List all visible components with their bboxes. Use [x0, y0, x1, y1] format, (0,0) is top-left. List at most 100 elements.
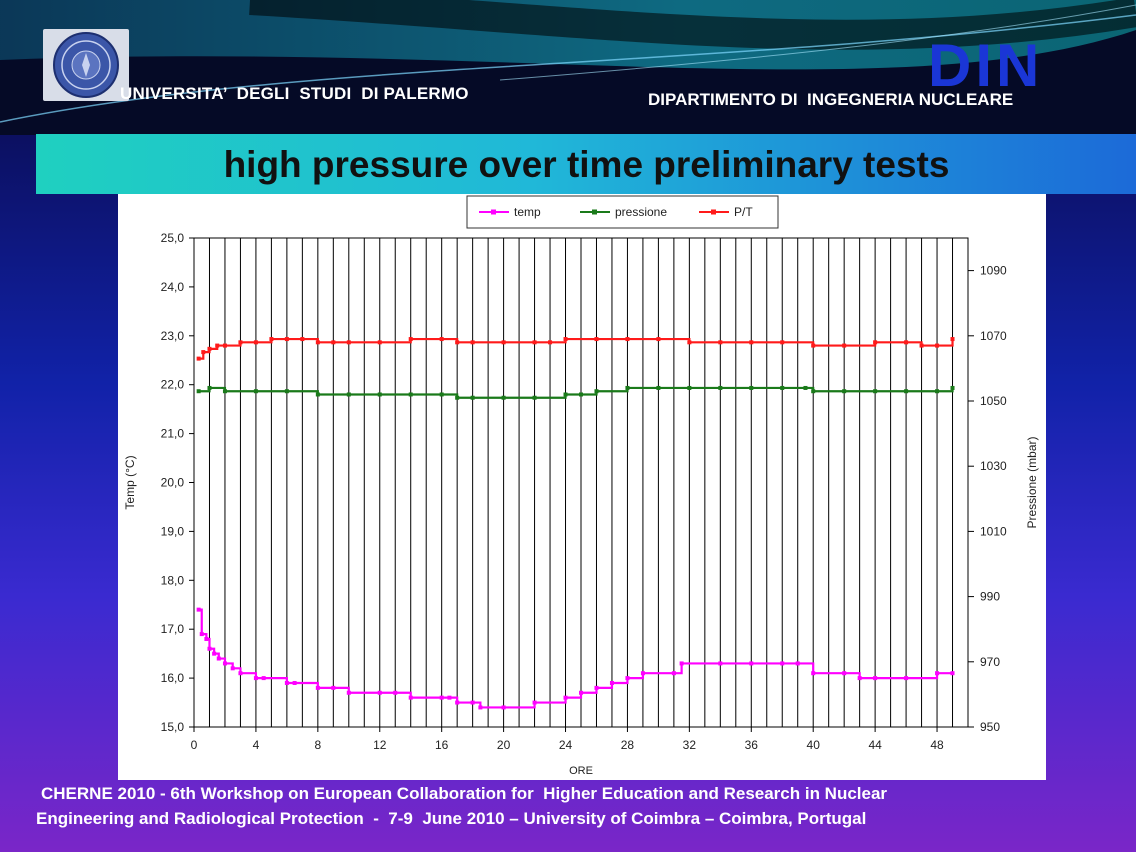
data-point	[455, 340, 460, 345]
data-point	[857, 676, 862, 681]
data-point	[594, 389, 599, 394]
header-swoosh-decoration	[0, 0, 1136, 135]
data-point	[284, 680, 289, 685]
data-point	[950, 337, 955, 342]
legend-label: temp	[514, 205, 541, 219]
data-point	[439, 337, 444, 342]
data-point	[207, 346, 212, 351]
data-point	[873, 676, 878, 681]
data-point	[238, 671, 243, 676]
y2-tick-label: 1050	[980, 394, 1007, 408]
data-point	[300, 337, 305, 342]
data-point	[749, 385, 754, 390]
legend-marker	[592, 209, 597, 215]
data-point	[594, 337, 599, 342]
data-point	[609, 680, 614, 685]
x-tick-label: 16	[435, 738, 449, 752]
y-tick-label: 22,0	[161, 378, 185, 392]
y-tick-label: 15,0	[161, 720, 185, 734]
x-tick-label: 24	[559, 738, 573, 752]
data-point	[656, 385, 661, 390]
y2-tick-label: 1010	[980, 524, 1007, 538]
data-point	[196, 607, 201, 612]
data-point	[222, 343, 227, 348]
x-tick-label: 20	[497, 738, 511, 752]
data-point	[207, 385, 212, 390]
data-point	[455, 395, 460, 400]
series-line-temp	[198, 608, 953, 709]
data-point	[408, 392, 413, 397]
data-point	[625, 676, 630, 681]
data-point	[950, 385, 955, 390]
data-point	[408, 337, 413, 342]
data-point	[873, 340, 878, 345]
data-point	[718, 340, 723, 345]
data-point	[253, 340, 258, 345]
data-point	[216, 656, 221, 661]
legend-marker	[711, 209, 716, 215]
data-point	[439, 695, 444, 700]
data-point	[238, 340, 243, 345]
data-point	[803, 385, 808, 390]
data-point	[230, 666, 235, 671]
data-point	[718, 661, 723, 666]
x-tick-label: 44	[868, 738, 882, 752]
department-name: DIPARTIMENTO DI INGEGNERIA NUCLEARE	[648, 90, 1014, 109]
chart-panel: 15,0 16,0 17,0 18,0 19,0 20,0 21,0 22,0 23,0 24,0…	[118, 194, 1046, 780]
data-point	[222, 389, 227, 394]
university-name: UNIVERSITA’ DEGLI STUDI DI PALERMO	[120, 84, 469, 103]
data-point	[749, 661, 754, 666]
data-point	[640, 671, 645, 676]
data-point	[935, 389, 940, 394]
data-point	[532, 340, 537, 345]
data-point	[687, 385, 692, 390]
data-point	[935, 343, 940, 348]
data-point	[201, 350, 206, 355]
legend-marker	[491, 209, 496, 215]
y2-tick-label: 1070	[980, 329, 1007, 343]
data-point	[501, 705, 506, 710]
data-point	[904, 676, 909, 681]
data-point	[780, 661, 785, 666]
data-point	[253, 676, 258, 681]
data-point	[811, 671, 816, 676]
y2-tick-label: 950	[980, 720, 1000, 734]
y-tick-label: 18,0	[161, 573, 185, 587]
y-tick-label: 24,0	[161, 280, 185, 294]
data-point	[284, 337, 289, 342]
data-point	[671, 671, 676, 676]
data-point	[501, 395, 506, 400]
data-point	[579, 392, 583, 397]
data-point	[501, 340, 506, 345]
y2-tick-label: 1030	[980, 459, 1007, 473]
data-point	[842, 389, 847, 394]
legend-box	[466, 195, 779, 229]
legend-label: pressione	[615, 205, 667, 219]
x-tick-label: 4	[253, 738, 260, 752]
footer-line-2: Engineering and Radiological Protection …	[36, 809, 867, 828]
slide-title: high pressure over time preliminary test…	[223, 144, 950, 185]
data-point	[904, 389, 909, 394]
data-point	[780, 385, 785, 390]
data-point	[269, 337, 274, 342]
y-axis-label: Temp (°C)	[123, 455, 137, 509]
data-point	[377, 690, 382, 695]
footer: CHERNE 2010 - 6th Workshop on European C…	[36, 781, 1116, 831]
data-point	[873, 389, 878, 394]
data-point	[222, 661, 227, 666]
data-point	[204, 636, 209, 641]
data-point	[215, 343, 220, 348]
data-point	[478, 705, 483, 710]
data-point	[331, 685, 336, 690]
data-point	[532, 395, 537, 400]
data-point	[331, 340, 336, 345]
data-point	[563, 695, 568, 700]
y-tick-label: 20,0	[161, 476, 185, 490]
y2-tick-label: 990	[980, 590, 1000, 604]
x-tick-label: 28	[621, 738, 635, 752]
data-point	[679, 661, 684, 666]
data-point	[904, 340, 909, 345]
data-point	[346, 392, 351, 397]
y-tick-label: 23,0	[161, 329, 185, 343]
x-tick-label: 8	[314, 738, 321, 752]
